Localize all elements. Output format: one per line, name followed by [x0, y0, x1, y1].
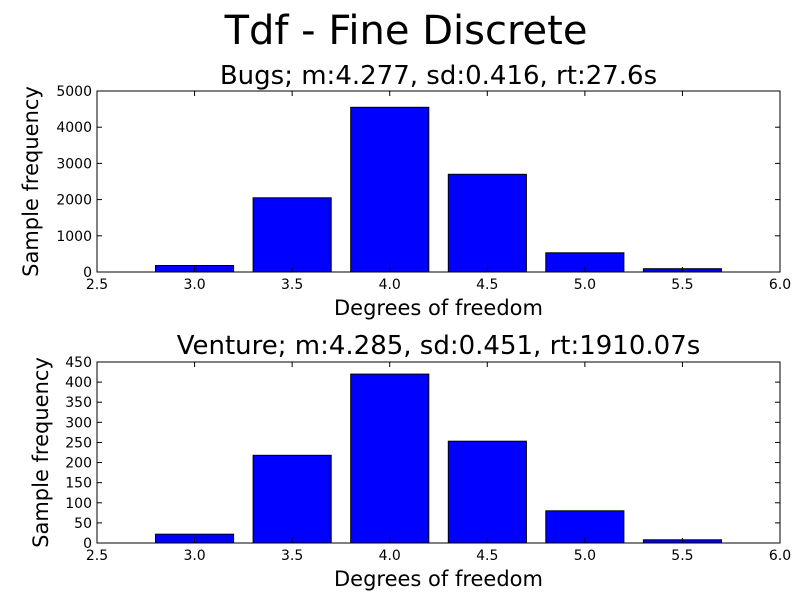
- bugs-y-tick-label: 3000: [56, 156, 92, 172]
- figure-title: Tdf - Fine Discrete: [224, 8, 588, 54]
- bugs-x-tick-label: 4.0: [379, 277, 401, 293]
- venture-x-tick-label: 4.5: [476, 548, 498, 564]
- venture-y-tick-label: 0: [83, 536, 92, 552]
- venture-x-tick-label: 3.5: [281, 548, 303, 564]
- bugs-x-axis-label: Degrees of freedom: [334, 296, 543, 320]
- venture-bar-1: [252, 454, 332, 544]
- bugs-y-tick-label: 5000: [56, 84, 92, 100]
- venture-chart-title: Venture; m:4.285, sd:0.451, rt:1910.07s: [177, 331, 701, 361]
- bugs-chart-panel: 2.5 3.0 3.5 4.0 4.5 5.0 5.5 6.0 0 1000 2000 3000 400…: [19, 61, 791, 320]
- venture-x-tick-label: 2.5: [86, 548, 108, 564]
- bugs-x-tick-label: 4.5: [476, 277, 498, 293]
- bugs-y-tick-label: 1000: [56, 229, 92, 245]
- venture-y-tick-label: 350: [65, 395, 92, 411]
- venture-chart-panel: 2.5 3.0 3.5 4.0 4.5 5.0 5.5 6.0 0 50 100 150 200 250 3…: [29, 331, 791, 591]
- bugs-y-tick-label: 0: [83, 265, 92, 281]
- venture-y-tick-label: 450: [65, 355, 92, 371]
- bugs-x-tick-label: 3.0: [183, 277, 205, 293]
- bugs-x-tick-label: 5.0: [574, 277, 596, 293]
- venture-x-tick-label: 5.5: [671, 548, 693, 564]
- bugs-axes-frame: [96, 90, 781, 273]
- venture-bar-2: [350, 373, 430, 544]
- bugs-bar-2: [350, 106, 430, 273]
- bugs-bar-3: [447, 173, 527, 273]
- venture-y-tick-label: 300: [65, 415, 92, 431]
- venture-y-tick-label: 50: [74, 516, 92, 532]
- bugs-x-tick-label: 5.5: [671, 277, 693, 293]
- venture-y-tick-label: 250: [65, 435, 92, 451]
- venture-y-tick-label: 150: [65, 476, 92, 492]
- bugs-chart-title: Bugs; m:4.277, sd:0.416, rt:27.6s: [220, 61, 657, 91]
- venture-bar-3: [447, 440, 527, 544]
- venture-y-tick-label: 100: [65, 496, 92, 512]
- venture-axes-frame: [96, 361, 781, 544]
- venture-y-tick-label: 200: [65, 456, 92, 472]
- bugs-y-tick-label: 2000: [56, 193, 92, 209]
- venture-y-tick-label: 400: [65, 375, 92, 391]
- venture-x-axis-label: Degrees of freedom: [334, 567, 543, 591]
- bugs-y-tick-label: 4000: [56, 120, 92, 136]
- bugs-bar-1: [252, 197, 332, 273]
- bugs-x-tick-label: 3.5: [281, 277, 303, 293]
- venture-x-tick-label: 6.0: [769, 548, 791, 564]
- venture-y-axis-label: Sample frequency: [29, 357, 53, 548]
- venture-bar-4: [545, 510, 625, 544]
- venture-x-tick-label: 5.0: [574, 548, 596, 564]
- bugs-x-tick-label: 6.0: [769, 277, 791, 293]
- venture-x-tick-label: 3.0: [183, 548, 205, 564]
- bugs-x-tick-label: 2.5: [86, 277, 108, 293]
- bugs-y-axis-label: Sample frequency: [19, 86, 43, 277]
- venture-x-tick-label: 4.0: [379, 548, 401, 564]
